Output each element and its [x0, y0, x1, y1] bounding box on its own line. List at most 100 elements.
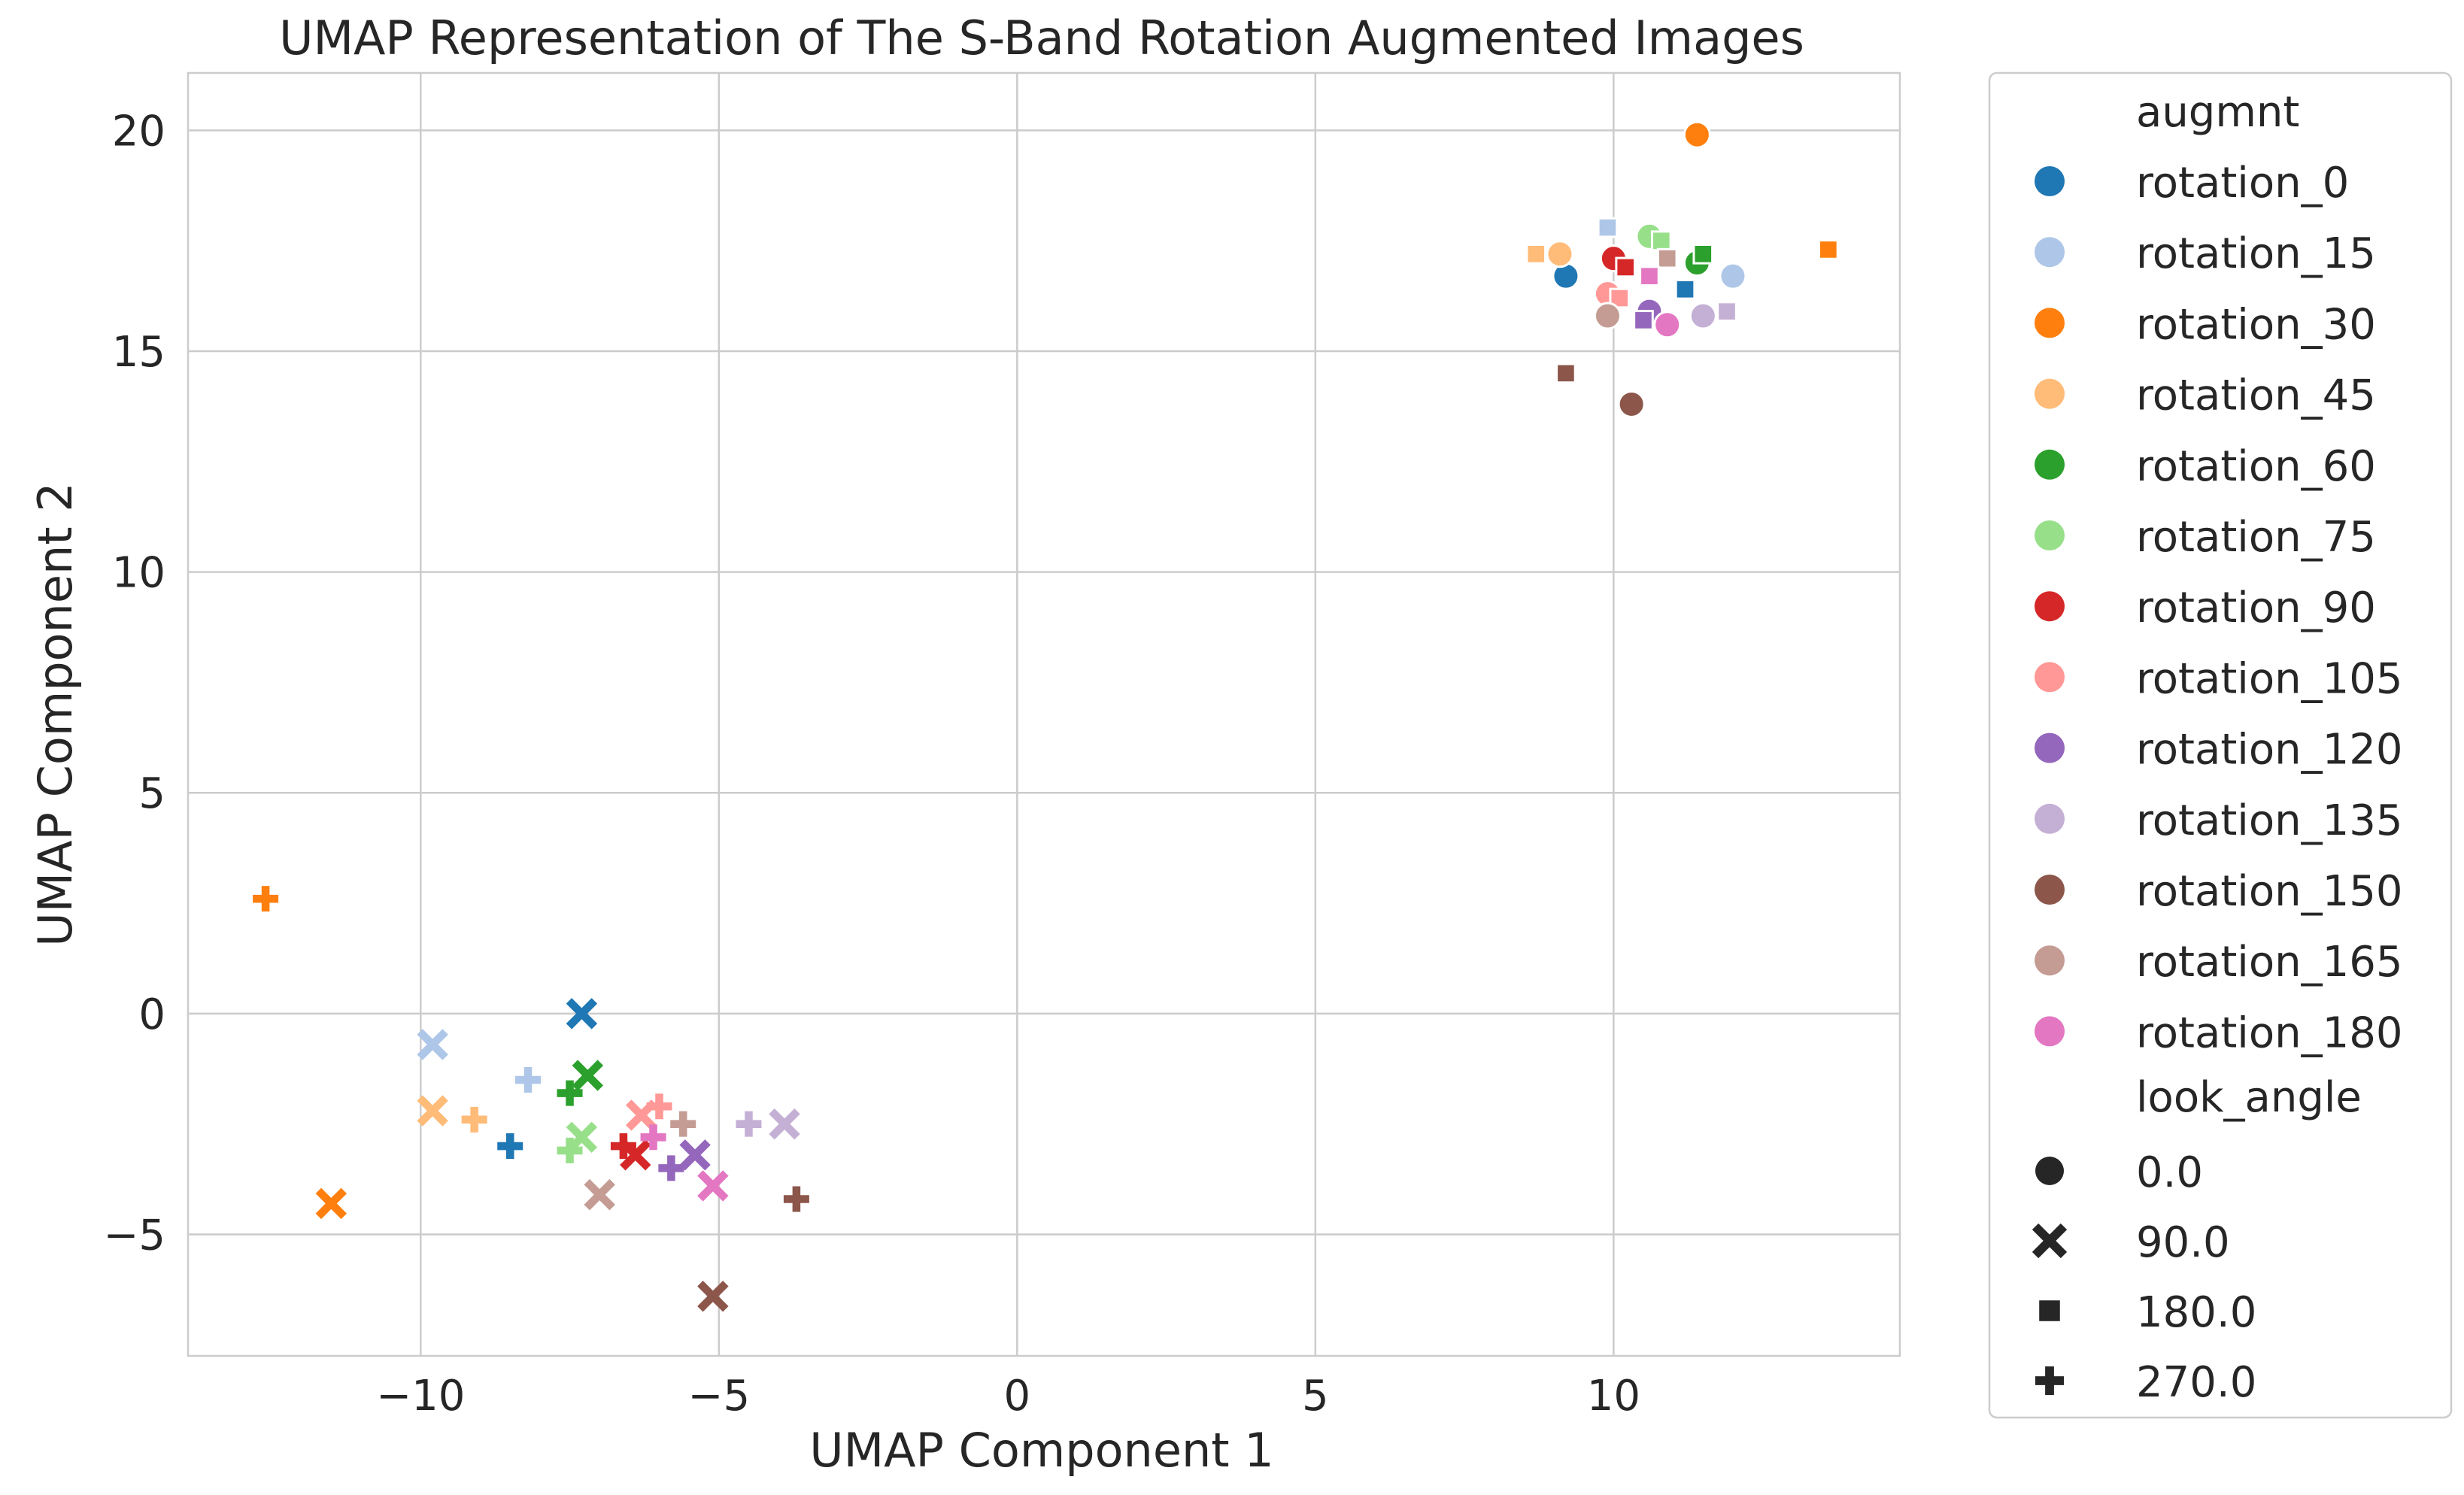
- legend-label: 90.0: [2136, 1218, 2230, 1267]
- data-point-rotation-180: [1653, 311, 1682, 339]
- data-point-rotation-150: [1617, 390, 1646, 418]
- legend-label: 0.0: [2136, 1148, 2203, 1197]
- legend: augmnt rotation_0 rotation_15 rotation_30r…: [1988, 71, 2453, 1419]
- data-point-rotation-30: [315, 1187, 347, 1220]
- y-tick-label: 5: [138, 769, 165, 818]
- legend-title-augmnt: augmnt: [2136, 88, 2299, 137]
- x-tick-label: −5: [688, 1372, 751, 1421]
- data-point-rotation-135: [736, 1111, 762, 1137]
- plot-background: [188, 73, 1900, 1356]
- legend-label: rotation_45: [2136, 371, 2376, 420]
- data-point-rotation-180: [1639, 265, 1660, 287]
- legend-marker-rotation-180: [2035, 1016, 2065, 1047]
- x-tick-label: 10: [1587, 1372, 1640, 1421]
- data-point-rotation-0: [1674, 278, 1696, 300]
- legend-marker-look-angle: [2035, 1157, 2064, 1185]
- legend-label: rotation_165: [2136, 938, 2402, 987]
- data-point-rotation-180: [697, 1170, 729, 1202]
- y-tick-label: 10: [112, 549, 165, 598]
- y-tick-label: 0: [138, 990, 165, 1039]
- legend-label: rotation_60: [2136, 442, 2376, 491]
- data-point-rotation-45: [1546, 240, 1574, 268]
- legend-label: rotation_30: [2136, 300, 2376, 349]
- x-tick-label: 5: [1302, 1372, 1329, 1421]
- legend-marker-rotation-150: [2035, 875, 2065, 905]
- data-point-rotation-45: [461, 1106, 487, 1133]
- data-point-rotation-180: [640, 1124, 666, 1151]
- legend-label: 270.0: [2136, 1358, 2256, 1407]
- y-tick-label: 20: [112, 107, 165, 156]
- legend-frame: [1988, 71, 2453, 1419]
- legend-label: rotation_75: [2136, 513, 2376, 562]
- data-point-rotation-0: [497, 1133, 523, 1160]
- data-point-rotation-30: [1818, 239, 1839, 260]
- legend-augmnt-items: rotation_0 rotation_15 rotation_30 rotation…: [2035, 159, 2402, 1057]
- data-point-rotation-60: [557, 1080, 583, 1106]
- legend-label: rotation_90: [2136, 584, 2376, 632]
- data-point-rotation-15: [515, 1066, 542, 1093]
- legend-marker-rotation-60: [2035, 449, 2065, 480]
- data-point-rotation-105: [646, 1093, 672, 1120]
- data-point-rotation-60: [1692, 243, 1714, 265]
- data-point-rotation-15: [417, 1029, 448, 1060]
- data-point-rotation-120: [1633, 310, 1654, 331]
- legend-marker-rotation-165: [2035, 945, 2065, 976]
- x-axis-label: UMAP Component 1: [809, 1423, 1274, 1478]
- chart-title: UMAP Representation of The S-Band Rotati…: [279, 11, 1804, 65]
- legend-marker-rotation-90: [2035, 591, 2065, 622]
- data-point-rotation-135: [1716, 301, 1737, 322]
- data-point-rotation-90: [1615, 256, 1637, 278]
- legend-label: rotation_135: [2136, 796, 2402, 845]
- data-points: [253, 120, 1839, 1312]
- y-tick-label: 15: [112, 328, 165, 377]
- legend-marker-rotation-75: [2035, 520, 2065, 550]
- x-tick-label: −10: [376, 1372, 465, 1421]
- grid-lines: [188, 73, 1900, 1356]
- y-tick-label: −5: [103, 1211, 165, 1260]
- data-point-rotation-60: [572, 1060, 604, 1091]
- legend-marker-rotation-135: [2035, 803, 2065, 834]
- data-point-rotation-150: [783, 1186, 809, 1212]
- legend-title-look-angle: look_angle: [2136, 1073, 2362, 1122]
- legend-label: rotation_105: [2136, 654, 2402, 703]
- data-point-rotation-75: [557, 1137, 583, 1163]
- data-point-rotation-150: [697, 1281, 729, 1312]
- data-point-rotation-165: [1593, 302, 1622, 330]
- data-point-rotation-120: [679, 1139, 711, 1171]
- data-point-rotation-165: [584, 1178, 615, 1211]
- x-tick-label: 0: [1003, 1372, 1030, 1421]
- data-point-rotation-30: [1683, 120, 1711, 149]
- data-point-rotation-135: [1689, 302, 1717, 330]
- data-point-rotation-0: [566, 998, 598, 1030]
- legend-label: rotation_180: [2136, 1008, 2402, 1057]
- plot-area: [187, 71, 1901, 1357]
- legend-label: rotation_0: [2136, 159, 2349, 208]
- x-tick-labels: −10 −5 0 5 10: [376, 1372, 1640, 1421]
- legend-marker-rotation-0: [2035, 166, 2065, 196]
- data-point-rotation-165: [1656, 247, 1678, 269]
- data-point-rotation-45: [417, 1095, 448, 1127]
- data-point-rotation-75: [566, 1121, 598, 1154]
- data-point-rotation-90: [610, 1133, 636, 1160]
- data-point-rotation-120: [658, 1155, 684, 1181]
- legend-marker-rotation-45: [2035, 378, 2065, 409]
- legend-label: 180.0: [2136, 1288, 2256, 1337]
- legend-look-angle-items: 0.0 90.0 180.0 270.0: [2032, 1148, 2256, 1407]
- data-point-rotation-30: [253, 886, 279, 912]
- legend-marker-rotation-30: [2035, 308, 2065, 338]
- data-point-rotation-165: [670, 1111, 696, 1137]
- legend-marker-look-angle: [2039, 1300, 2060, 1321]
- data-point-rotation-15: [1597, 217, 1619, 238]
- legend-label: rotation_15: [2136, 229, 2376, 278]
- data-point-rotation-15: [1719, 262, 1747, 290]
- legend-marker-rotation-120: [2035, 732, 2065, 763]
- legend-label: rotation_120: [2136, 726, 2402, 775]
- data-point-rotation-135: [769, 1108, 800, 1140]
- y-tick-labels: −5 0 5 10 15 20: [103, 107, 165, 1260]
- legend-label: rotation_150: [2136, 867, 2402, 916]
- legend-marker-look-angle: [2032, 1223, 2068, 1259]
- legend-marker-rotation-105: [2035, 662, 2065, 693]
- data-point-rotation-45: [1525, 243, 1547, 265]
